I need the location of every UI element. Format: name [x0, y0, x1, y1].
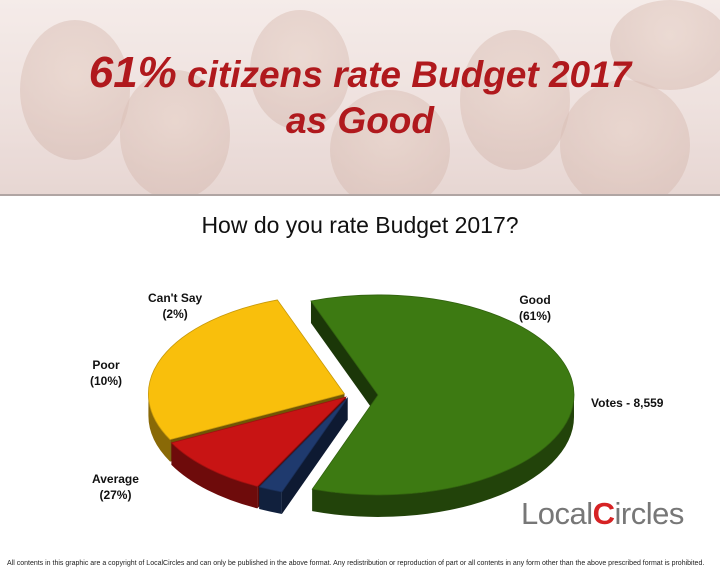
- slice-poor-side: [171, 442, 258, 509]
- localcircles-logo: LocalCircles: [521, 496, 684, 531]
- label-cant-say-name: Can't Say: [148, 291, 203, 305]
- label-good-name: Good: [519, 293, 551, 307]
- label-cant-say-value: (2%): [162, 307, 188, 321]
- slice-cant-say-wall: [281, 397, 348, 514]
- label-poor: Poor (10%): [90, 357, 122, 389]
- slice-good-wall: [310, 300, 378, 417]
- votes-count: Votes - 8,559: [591, 396, 664, 410]
- slice-poor: [170, 396, 348, 487]
- copyright-notice: All contents in this graphic are a copyr…: [7, 560, 705, 567]
- label-poor-name: Poor: [92, 358, 120, 372]
- headline-text: citizens rate Budget 2017: [176, 54, 632, 95]
- label-average-name: Average: [92, 472, 139, 486]
- label-good-value: (61%): [519, 309, 552, 323]
- slice-average: [148, 299, 346, 441]
- slice-cant-say: [258, 397, 348, 493]
- label-good: Good (61%): [519, 292, 551, 324]
- banner-photo-face: [250, 10, 350, 130]
- label-cant-say: Can't Say (2%): [148, 290, 202, 322]
- slice-cant-say-side: [259, 487, 282, 514]
- label-poor-value: (10%): [90, 374, 123, 388]
- banner-photo-face: [460, 30, 570, 170]
- banner-photo-face: [120, 70, 230, 196]
- slice-good-side: [312, 394, 574, 517]
- slice-good: [310, 294, 575, 496]
- logo-pin-icon: C: [592, 496, 615, 531]
- banner-photo-face: [330, 90, 450, 196]
- headline-percent: 61%: [88, 48, 177, 97]
- label-average-value: (27%): [99, 488, 132, 502]
- slice-average-side: [148, 393, 171, 462]
- header-banner: [0, 0, 720, 196]
- banner-photo-face: [610, 0, 720, 90]
- headline-line2: as Good: [285, 100, 435, 141]
- banner-photo-face: [20, 20, 130, 160]
- headline: 61% citizens rate Budget 2017 as Good: [0, 50, 720, 144]
- label-average: Average (27%): [92, 471, 139, 503]
- banner-photo-face: [560, 80, 690, 196]
- chart-title: How do you rate Budget 2017?: [201, 212, 519, 238]
